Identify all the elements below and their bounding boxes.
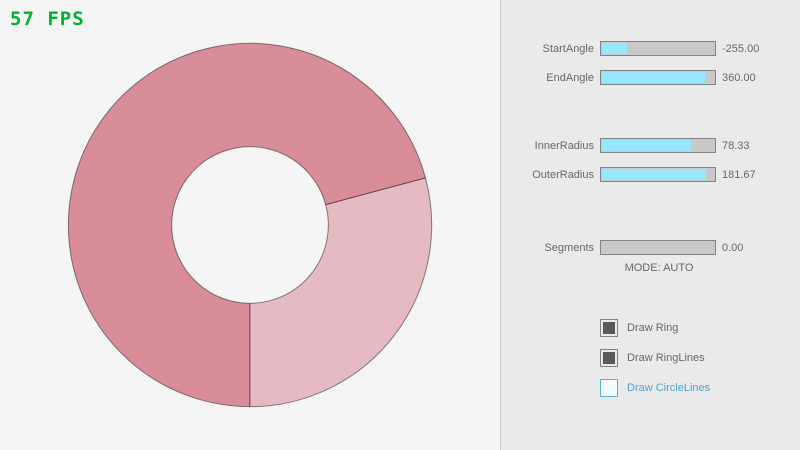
check-mark — [603, 322, 615, 334]
innerradius-slider-fill — [602, 140, 692, 151]
innerradius-value: 78.33 — [722, 139, 750, 152]
endangle-slider-fill — [602, 72, 705, 83]
draw-ringlines-checkbox[interactable]: Draw RingLines — [600, 348, 705, 368]
innerradius-label: InnerRadius — [534, 139, 594, 152]
endangle-value: 360.00 — [722, 71, 756, 84]
draw-circlelines-label: Draw CircleLines — [627, 382, 711, 394]
checkbox-box — [600, 319, 618, 337]
ring-dark-sector — [67, 42, 427, 408]
startangle-label: StartAngle — [542, 42, 594, 55]
innerradius-slider[interactable] — [600, 138, 716, 153]
outerradius-slider-fill — [602, 169, 706, 180]
draw-ringlines-label: Draw RingLines — [627, 352, 705, 364]
startangle-slider-fill — [602, 43, 627, 54]
draw-ring-label: Draw Ring — [627, 322, 679, 334]
ring-figure — [67, 42, 433, 408]
slider-row-outerradius: OuterRadius 181.67 — [501, 167, 756, 182]
draw-circlelines-checkbox[interactable]: Draw CircleLines — [600, 378, 710, 398]
segments-value: 0.00 — [722, 241, 744, 254]
startangle-slider[interactable] — [600, 41, 716, 56]
endangle-label: EndAngle — [546, 71, 594, 84]
draw-ring-checkbox[interactable]: Draw Ring — [600, 318, 678, 338]
endangle-slider[interactable] — [600, 70, 716, 85]
ring-light-sector — [249, 177, 433, 408]
slider-row-segments: Segments 0.00 — [501, 240, 743, 255]
outerradius-value: 181.67 — [722, 168, 756, 181]
checkbox-box — [600, 349, 618, 367]
startangle-value: -255.00 — [722, 42, 760, 55]
segments-slider[interactable] — [600, 240, 716, 255]
outerradius-slider[interactable] — [600, 167, 716, 182]
slider-row-innerradius: InnerRadius 78.33 — [501, 138, 750, 153]
controls-panel: StartAngle -255.00 EndAngle 360.00 Inner… — [500, 0, 800, 450]
checkbox-box — [600, 379, 618, 397]
outerradius-label: OuterRadius — [532, 168, 594, 181]
check-mark — [603, 352, 615, 364]
slider-row-startangle: StartAngle -255.00 — [501, 41, 759, 56]
fps-counter: 57 FPS — [10, 8, 85, 30]
segments-label: Segments — [544, 241, 594, 254]
render-canvas: 57 FPS — [10, 8, 433, 408]
slider-row-endangle: EndAngle 360.00 — [501, 70, 756, 85]
mode-label: MODE: AUTO — [624, 262, 694, 274]
